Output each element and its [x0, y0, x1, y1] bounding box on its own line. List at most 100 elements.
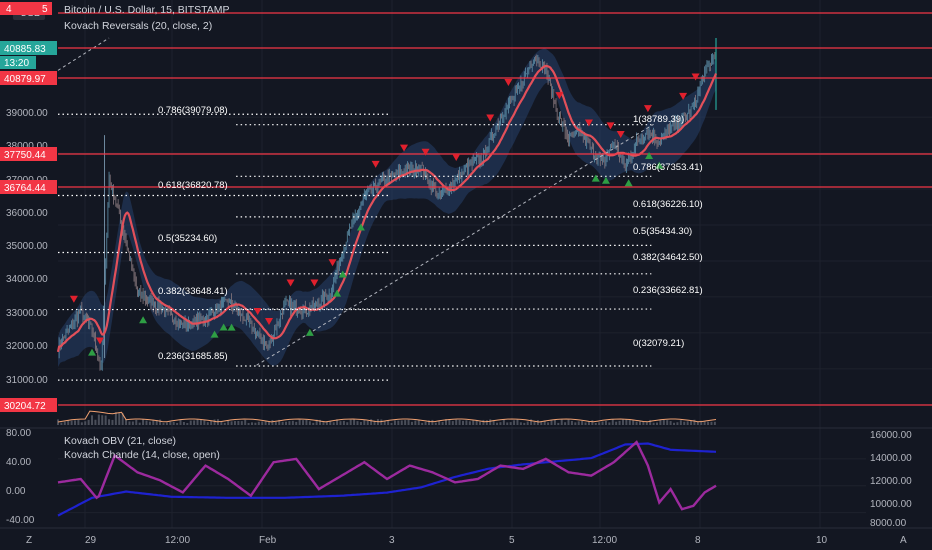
- countdown-text: 13:20: [4, 58, 29, 69]
- time-axis[interactable]: 29 12:00 Feb 3 5 12:00 8 10: [85, 535, 828, 546]
- sell-marker: [328, 259, 337, 267]
- time-tick: Feb: [259, 535, 277, 546]
- grid: [58, 0, 932, 528]
- top-level-tag-suffix: 5: [42, 4, 48, 15]
- sell-marker: [504, 78, 513, 86]
- osc-right-tick: 12000.00: [870, 476, 912, 487]
- price-tick: 34000.00: [6, 274, 48, 285]
- sell-marker: [584, 119, 593, 127]
- last-price-text: 40885.83: [4, 44, 46, 55]
- volume-ma: [57, 410, 717, 423]
- fib-labels-right: 1(38789.39) 0.786(37353.41) 0.618(36226.…: [633, 114, 703, 349]
- reversal-markers: [69, 73, 700, 356]
- fib-label: 0.618(36226.10): [633, 199, 703, 210]
- osc-left-tick: -40.00: [6, 515, 35, 526]
- candle-series: [58, 38, 717, 371]
- level-tag-text: 37750.44: [4, 150, 46, 161]
- buy-marker: [591, 174, 600, 182]
- obv-line: [57, 442, 717, 517]
- sell-marker: [400, 144, 409, 152]
- fib-label: 0(32079.21): [633, 338, 684, 349]
- sell-marker: [616, 131, 625, 139]
- level-tag-text: 30204.72: [4, 401, 46, 412]
- osc-left-tick: 40.00: [6, 457, 31, 468]
- level-tag-text: 36764.44: [4, 183, 46, 194]
- horizontal-levels: [58, 12, 932, 406]
- last-price-tag: [0, 41, 57, 55]
- indicator-chande-legend[interactable]: Kovach Chande (14, close, open): [64, 449, 220, 461]
- buy-marker: [356, 223, 365, 231]
- sell-marker: [286, 279, 295, 287]
- osc-left-tick: 0.00: [6, 486, 26, 497]
- symbol-title[interactable]: Bitcoin / U.S. Dollar, 15, BITSTAMP: [64, 4, 230, 16]
- time-tick: 8: [695, 535, 701, 546]
- sell-marker: [69, 295, 78, 303]
- fib-label: 0.382(34642.50): [633, 252, 703, 263]
- level-tag: [0, 147, 57, 161]
- price-tick: 32000.00: [6, 341, 48, 352]
- buy-marker: [624, 179, 633, 187]
- auto-scale-icon[interactable]: A: [900, 535, 907, 546]
- indicator-main-legend[interactable]: Kovach Reversals (20, close, 2): [64, 20, 212, 32]
- top-level-tag: [0, 2, 52, 15]
- buy-marker: [88, 348, 97, 356]
- sell-marker: [486, 114, 495, 122]
- fib-label: 0.5(35434.30): [633, 226, 692, 237]
- time-tick: 3: [389, 535, 395, 546]
- buy-marker: [338, 270, 347, 278]
- fib-labels-left: 0.786(39079.08) 0.618(36820.78) 0.5(3523…: [158, 105, 228, 362]
- sell-marker: [691, 73, 700, 81]
- fib-label: 0.786(39079.08): [158, 105, 228, 116]
- osc-right-tick: 16000.00: [870, 430, 912, 441]
- level-tag: [0, 71, 57, 85]
- price-tick: 38000.00: [6, 141, 48, 152]
- oscillator-axis-left[interactable]: 80.00 40.00 0.00 -40.00: [6, 428, 35, 526]
- oscillator-axis-right[interactable]: 16000.00 14000.00 12000.00 10000.00 8000…: [870, 430, 912, 529]
- sell-marker: [265, 318, 274, 326]
- buy-marker: [139, 316, 148, 324]
- fib-label: 0.382(33648.41): [158, 286, 228, 297]
- sell-marker: [452, 154, 461, 162]
- countdown-tag: [0, 56, 36, 69]
- fibonacci-levels: [58, 113, 652, 381]
- fib-label: 1(38789.39): [633, 114, 684, 125]
- fib-label: 0.236(33662.81): [633, 285, 703, 296]
- level-tag: [0, 180, 57, 194]
- oscillator-pane: [57, 440, 866, 517]
- buy-marker: [305, 328, 314, 336]
- buy-marker: [655, 161, 664, 169]
- top-level-tag-text: 4: [6, 4, 12, 15]
- sell-marker: [371, 160, 380, 168]
- price-tick: 36000.00: [6, 208, 48, 219]
- sell-marker: [95, 337, 104, 345]
- time-tick: 5: [509, 535, 515, 546]
- price-tick: 35000.00: [6, 241, 48, 252]
- time-tick: 12:00: [165, 535, 190, 546]
- timezone-icon[interactable]: Z: [26, 535, 32, 546]
- fib-label: 0.5(35234.60): [158, 233, 217, 244]
- buy-marker: [645, 151, 654, 159]
- buy-marker: [227, 323, 236, 331]
- fib-label: 0.786(37353.41): [633, 162, 703, 173]
- level-tag: [0, 398, 57, 412]
- indicator-obv-legend[interactable]: Kovach OBV (21, close): [64, 435, 176, 447]
- buy-marker: [601, 176, 610, 184]
- trend-line-segment: [57, 37, 110, 71]
- sell-marker: [606, 122, 615, 130]
- sell-marker: [555, 92, 564, 100]
- osc-right-tick: 10000.00: [870, 499, 912, 510]
- buy-marker: [219, 323, 228, 331]
- time-tick: 12:00: [592, 535, 617, 546]
- price-tick: 31000.00: [6, 375, 48, 386]
- chande-line: [57, 440, 717, 511]
- trend-line: [57, 37, 654, 366]
- sell-marker: [310, 279, 319, 287]
- sell-marker: [421, 148, 430, 156]
- volume-histogram: [57, 410, 717, 425]
- fib-label: 0.618(36820.78): [158, 180, 228, 191]
- time-tick: 10: [816, 535, 828, 546]
- time-tick: 29: [85, 535, 97, 546]
- buy-marker: [333, 289, 342, 297]
